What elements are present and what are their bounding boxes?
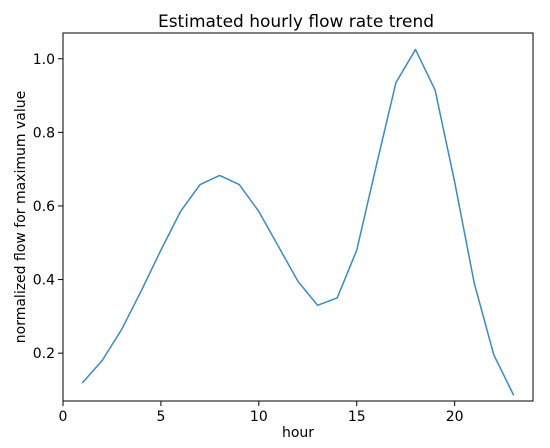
- y-axis-label: normalized flow for maximum value: [13, 91, 29, 343]
- y-tick-label: 0.8: [33, 125, 55, 141]
- x-axis-ticks: 0 5 10 15 20: [59, 401, 464, 425]
- y-tick-label: 0.4: [33, 273, 55, 289]
- x-tick-label: 0: [59, 409, 68, 425]
- y-tick-label: 0.6: [33, 199, 55, 215]
- x-tick-label: 20: [446, 409, 464, 425]
- x-tick-label: 10: [250, 409, 268, 425]
- y-tick-label: 1.0: [33, 52, 55, 68]
- plot-area: 0 5 10 15 20 0.2 0.4 0.6 0.8 1.0: [33, 32, 534, 425]
- x-tick-label: 5: [156, 409, 165, 425]
- plot-frame: [62, 32, 534, 402]
- chart-title: Estimated hourly flow rate trend: [158, 12, 434, 32]
- x-tick-label: 15: [348, 409, 366, 425]
- series-layer: [81, 48, 515, 396]
- x-axis-label: hour: [282, 425, 314, 441]
- y-axis-ticks: 0.2 0.4 0.6 0.8 1.0: [33, 52, 63, 362]
- y-tick-label: 0.2: [33, 346, 55, 362]
